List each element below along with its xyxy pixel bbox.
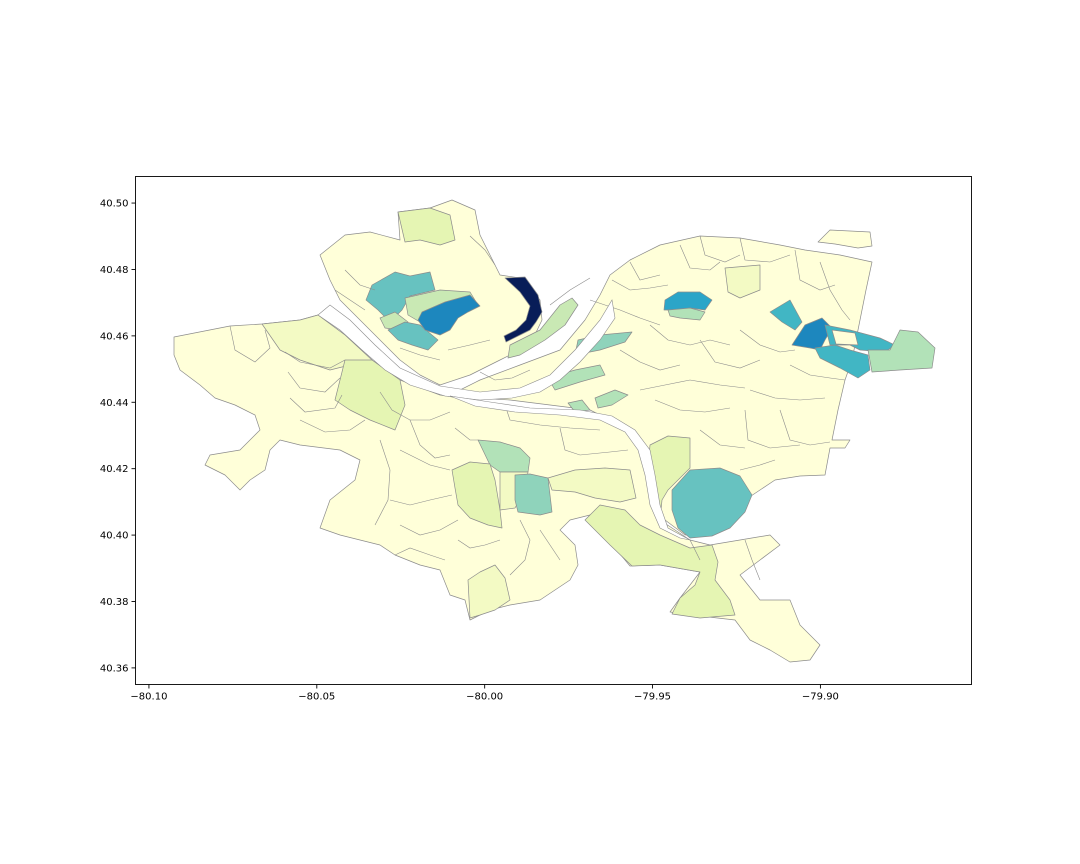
x-tick-label: −79.95 (634, 692, 671, 703)
region-v4-strip3 (567, 399, 591, 413)
region-v6-southeast (671, 467, 753, 539)
x-tick-label: −80.05 (298, 692, 335, 703)
x-axis-ticks: −80.10 −80.05 −80.00 −79.95 −79.90 (130, 684, 839, 703)
y-tick-label: 40.38 (100, 597, 129, 608)
region-v4-south (477, 439, 531, 473)
region-v2-north (397, 207, 456, 246)
monongahela-river (449, 395, 691, 541)
region-v1-deep-south (467, 564, 511, 619)
region-v1-east (724, 264, 761, 299)
rivers (317, 299, 691, 541)
region-v4-strip (547, 364, 606, 391)
region-v4-far-east (867, 329, 936, 373)
plot-frame (135, 176, 972, 685)
region-v3-strip (507, 297, 579, 359)
y-tick-label: 40.48 (100, 265, 129, 276)
region-v7-east (769, 299, 803, 331)
northeast-island (817, 229, 873, 249)
region-v1-south2 (547, 467, 637, 503)
y-axis-ticks: 40.36 40.38 40.40 40.42 40.44 40.46 40.48 40.50 (100, 199, 136, 674)
region-v10-river (503, 276, 543, 343)
y-tick-label: 40.46 (100, 331, 129, 342)
region-v7-east3 (814, 344, 871, 379)
region-v4-east (667, 307, 706, 321)
neighborhood-regions (173, 199, 936, 663)
region-v9-north (417, 294, 481, 336)
region-v6-north (365, 271, 436, 323)
neighborhood-boundaries (229, 235, 851, 581)
y-tick-label: 40.36 (100, 663, 129, 674)
x-tick-label: −80.10 (130, 692, 167, 703)
y-tick-label: 40.44 (100, 398, 129, 409)
y-tick-label: 40.40 (100, 531, 129, 542)
region-v2-south (451, 461, 503, 529)
region-v9-east (791, 317, 833, 351)
x-tick-label: −80.00 (466, 692, 503, 703)
region-v5-south (514, 473, 553, 516)
region-v2-far-south (584, 504, 736, 619)
x-tick-label: −79.90 (802, 692, 839, 703)
y-tick-label: 40.42 (100, 464, 129, 475)
ohio-allegheny-river (317, 299, 616, 401)
y-tick-label: 40.50 (100, 199, 129, 210)
region-v6-north2 (387, 321, 439, 351)
region-v0-east-hole (831, 329, 859, 346)
region-v4-strip2 (594, 389, 629, 409)
